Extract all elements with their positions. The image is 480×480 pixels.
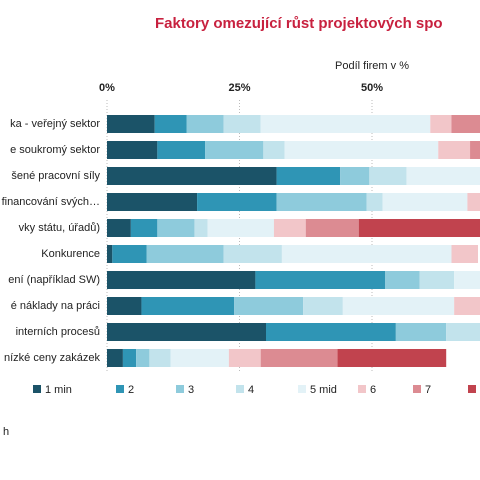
bar-segment <box>205 141 264 159</box>
bar-segment <box>454 271 480 289</box>
legend-swatch <box>236 385 244 393</box>
category-label: vky státu, úřadů) <box>19 222 100 234</box>
bar-segment <box>207 219 274 237</box>
bar-segment <box>112 245 147 263</box>
bar-segment <box>419 271 455 289</box>
bar-segment <box>107 141 158 159</box>
category-label: interních procesů <box>16 326 100 338</box>
bar-segment <box>107 245 113 263</box>
bar-segment <box>157 219 195 237</box>
category-label: ení (například SW) <box>8 274 100 286</box>
bar-segment <box>228 349 261 367</box>
bar-segment <box>451 115 480 133</box>
bar-segment <box>107 349 123 367</box>
bar-segment <box>430 115 452 133</box>
bar-segment <box>303 297 343 315</box>
legend-label: 6 <box>370 384 376 396</box>
category-label: Konkurence <box>41 248 100 260</box>
bar-segment <box>470 141 480 159</box>
legend-label: 4 <box>248 384 254 396</box>
legend-swatch <box>176 385 184 393</box>
bar-segment <box>385 271 420 289</box>
bar-segment <box>194 219 208 237</box>
category-label: é náklady na práci <box>11 300 100 312</box>
bar-segment <box>107 193 198 211</box>
bar-segment <box>451 245 478 263</box>
bar-segment <box>454 297 480 315</box>
bar-segment <box>141 297 235 315</box>
bar-segment <box>223 245 282 263</box>
bar-segment <box>446 323 480 341</box>
legend-label: 1 min <box>45 384 72 396</box>
x-tick-label: 25% <box>228 82 250 94</box>
footer-text: h <box>3 426 9 438</box>
bar-segment <box>107 271 256 289</box>
bar-segment <box>273 219 306 237</box>
bar-segment <box>340 167 370 185</box>
legend-swatch <box>413 385 421 393</box>
bar-segment <box>342 297 455 315</box>
bar-segment <box>186 115 224 133</box>
legend-swatch <box>298 385 306 393</box>
bar-segment <box>438 141 471 159</box>
bar-segment <box>197 193 277 211</box>
bar-segment <box>395 323 447 341</box>
bar-segment <box>122 349 137 367</box>
bar-segment <box>234 297 304 315</box>
bar-segment <box>157 141 206 159</box>
bar-segment <box>276 193 367 211</box>
legend-label: 3 <box>188 384 194 396</box>
bar-segment <box>149 349 171 367</box>
bar-segment <box>223 115 261 133</box>
legend-label: 5 mid <box>310 384 337 396</box>
x-tick-label: 50% <box>361 82 383 94</box>
category-label: šené pracovní síly <box>11 170 100 182</box>
bar-segment <box>130 219 158 237</box>
bar-segment <box>358 219 480 237</box>
category-label: e soukromý sektor <box>10 144 100 156</box>
legend-swatch <box>116 385 124 393</box>
bar-segment <box>263 141 285 159</box>
bar-segment <box>305 219 359 237</box>
legend-swatch <box>468 385 476 393</box>
bar-segment <box>276 167 341 185</box>
bar-segment <box>337 349 447 367</box>
category-label: financování svých… <box>2 196 100 208</box>
bar-segment <box>107 297 142 315</box>
legend-label: 2 <box>128 384 134 396</box>
bar-segment <box>467 193 480 211</box>
bar-segment <box>107 323 266 341</box>
bar-segment <box>255 271 386 289</box>
bar-segment <box>260 349 338 367</box>
bar-segment <box>382 193 468 211</box>
category-label: nízké ceny zakázek <box>4 352 100 364</box>
bar-segment <box>284 141 439 159</box>
bar-segment <box>369 167 407 185</box>
bar-segment <box>281 245 452 263</box>
x-axis-label: Podíl firem v % <box>335 60 409 72</box>
bar-segment <box>146 245 224 263</box>
x-tick-label: 0% <box>99 82 115 94</box>
bar-segment <box>170 349 229 367</box>
chart-title: Faktory omezující růst projektových spo <box>155 15 443 32</box>
bar-segment <box>266 323 396 341</box>
legend-label: 7 <box>425 384 431 396</box>
bar-segment <box>366 193 383 211</box>
bar-segment <box>107 167 277 185</box>
bar-segment <box>154 115 187 133</box>
bar-segment <box>107 219 131 237</box>
category-label: ka - veřejný sektor <box>10 118 100 130</box>
bar-segment <box>260 115 431 133</box>
legend-swatch <box>358 385 366 393</box>
bar-segment <box>136 349 150 367</box>
bar-segment <box>406 167 480 185</box>
legend-swatch <box>33 385 41 393</box>
bar-segment <box>107 115 155 133</box>
